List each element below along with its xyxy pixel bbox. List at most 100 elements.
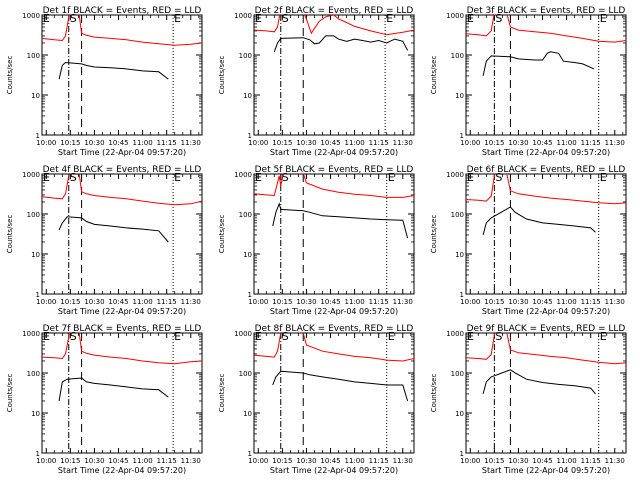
x-axis-label: Start Time (22-Apr-04 09:57:20) [270,307,398,316]
y-tick-label: 100 [451,52,464,60]
x-tick-label: 11:30 [181,139,201,147]
x-tick-label: 10:45 [108,457,128,465]
y-axis-label: Counts/sec [6,215,14,254]
marker-label: S [495,330,502,343]
x-tick-label: 10:15 [60,139,80,147]
x-tick-label: 10:45 [532,457,552,465]
y-axis-label: Counts/sec [430,215,438,254]
x-tick-label: 11:00 [133,457,153,465]
x-tick-label: 11:30 [393,139,413,147]
x-tick-label: 10:00 [248,139,268,147]
series-line-events [58,216,169,243]
series-line-events [273,35,409,52]
chart-title: Det 4f BLACK = Events, RED = LLD [43,165,202,175]
marker-label: E [43,171,50,184]
x-tick-label: 11:15 [581,139,601,147]
plot-frame [465,332,627,454]
chart-title: Det 3f BLACK = Events, RED = LLD [467,6,626,16]
y-tick-label: 1000 [234,330,252,338]
x-tick-label: 10:45 [108,139,128,147]
x-tick-label: 10:30 [296,298,316,306]
y-tick-label: 1000 [234,171,252,179]
x-tick-label: 11:00 [557,139,577,147]
marker-label: S [282,171,289,184]
x-tick-label: 11:00 [133,139,153,147]
marker-label: E [174,12,181,25]
series-line-lld [466,333,626,365]
chart-panel-1: Det 1f BLACK = Events, RED = LLD Counts/s… [6,6,203,157]
y-tick-label: 1 [248,291,252,299]
y-axis-label: Counts/sec [430,374,438,413]
x-tick-label: 10:30 [296,139,316,147]
chart-panel-6: Det 6f BLACK = Events, RED = LLD Counts/s… [430,165,627,316]
x-axis-label: Start Time (22-Apr-04 09:57:20) [270,148,398,157]
x-axis-label: Start Time (22-Apr-04 09:57:20) [58,307,186,316]
x-tick-label: 11:30 [393,457,413,465]
series-line-lld [42,174,202,206]
x-axis-label: Start Time (22-Apr-04 09:57:20) [482,466,610,475]
series-line-lld [42,333,202,365]
y-tick-label: 100 [451,370,464,378]
y-tick-label: 1000 [22,12,40,20]
x-tick-label: 10:00 [248,298,268,306]
x-tick-label: 10:15 [272,139,292,147]
y-tick-label: 10 [31,92,40,100]
x-tick-label: 10:15 [484,298,504,306]
x-tick-label: 10:15 [60,298,80,306]
y-tick-label: 1 [36,132,40,140]
marker-label: S [70,330,77,343]
series-line-lld [254,333,414,362]
x-tick-label: 10:15 [484,139,504,147]
y-tick-label: 10 [243,92,252,100]
marker-label: E [388,171,395,184]
marker-label: E [43,12,50,25]
series-line-lld [254,174,414,198]
x-tick-label: 10:45 [108,298,128,306]
x-tick-label: 11:15 [369,298,389,306]
chart-title: Det 1f BLACK = Events, RED = LLD [43,6,202,16]
marker-label: E [467,330,474,343]
marker-label: E [388,330,395,343]
y-axis-label: Counts/sec [6,56,14,95]
chart-panel-3: Det 3f BLACK = Events, RED = LLD Counts/s… [430,6,627,157]
chart-panel-7: Det 7f BLACK = Events, RED = LLD Counts/s… [6,324,203,475]
x-axis-label: Start Time (22-Apr-04 09:57:20) [58,466,186,475]
x-tick-label: 10:15 [60,457,80,465]
x-tick-label: 11:00 [557,457,577,465]
x-tick-label: 11:15 [157,139,177,147]
y-tick-label: 1 [460,132,464,140]
x-tick-label: 10:30 [84,139,104,147]
marker-label: S [495,171,502,184]
series-line-events [482,206,596,236]
series-line-events [482,369,596,395]
x-tick-label: 10:45 [532,298,552,306]
y-tick-label: 100 [239,211,252,219]
series-line-lld [466,15,626,43]
x-axis-label: Start Time (22-Apr-04 09:57:20) [482,307,610,316]
x-tick-label: 11:30 [393,298,413,306]
chart-title: Det 7f BLACK = Events, RED = LLD [43,324,202,334]
x-tick-label: 10:00 [36,457,56,465]
y-tick-label: 1000 [446,330,464,338]
series-line-lld [42,15,202,46]
x-tick-label: 11:30 [605,139,625,147]
series-line-lld [254,15,414,36]
y-tick-label: 1 [248,450,252,458]
x-tick-label: 10:45 [532,139,552,147]
x-axis-label: Start Time (22-Apr-04 09:57:20) [482,148,610,157]
y-tick-label: 1000 [446,171,464,179]
x-tick-label: 11:15 [157,457,177,465]
y-tick-label: 1 [460,291,464,299]
x-tick-label: 10:00 [36,298,56,306]
y-axis-label: Counts/sec [218,56,226,95]
x-tick-label: 11:15 [581,457,601,465]
marker-label: S [70,12,77,25]
marker-label: E [386,12,393,25]
x-tick-label: 10:45 [320,139,340,147]
x-tick-label: 11:15 [581,298,601,306]
marker-label: E [255,171,262,184]
chart-panel-8: Det 8f BLACK = Events, RED = LLD Counts/s… [218,324,415,475]
y-axis-label: Counts/sec [6,374,14,413]
y-tick-label: 100 [451,211,464,219]
